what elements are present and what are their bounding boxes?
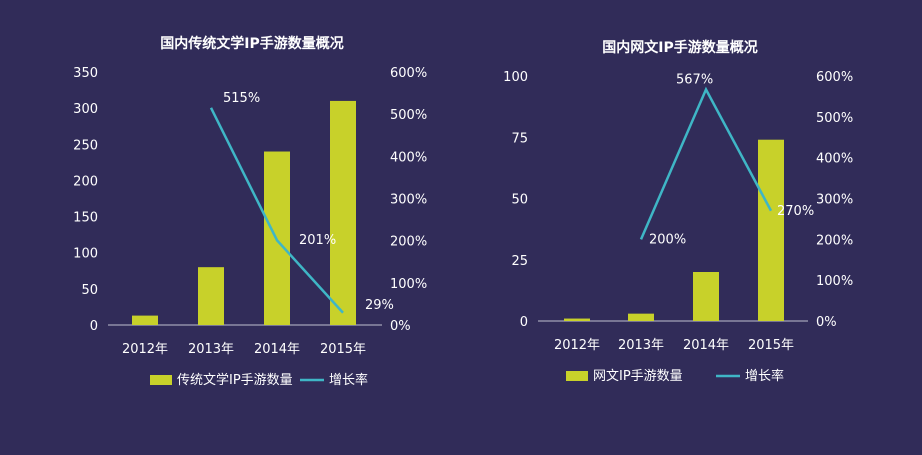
- chart1-y-right-tick: 200%: [390, 235, 427, 250]
- chart2-y-left-tick: 0: [520, 315, 528, 330]
- chart1-y-left-tick: 0: [90, 319, 98, 334]
- chart2-y-right-tick: 0%: [816, 315, 837, 330]
- chart2-growth-line: [639, 86, 773, 240]
- chart1-bar: [198, 267, 224, 325]
- chart1-y-left-tick: 250: [73, 138, 98, 153]
- chart1-y-right-tick: 400%: [390, 150, 427, 165]
- chart2-y-left-tick: 75: [511, 131, 528, 146]
- chart1-y-left-tick: 150: [73, 211, 98, 226]
- chart2-legend-bar-swatch: [566, 371, 588, 381]
- chart2-bar: [693, 272, 719, 321]
- chart1-growth-label: 29%: [365, 298, 394, 313]
- chart1-legend-bar-swatch: [150, 375, 172, 385]
- chart2-growth-label: 270%: [777, 204, 814, 219]
- chart2-growth-label: 567%: [676, 72, 713, 87]
- chart1-y-left-tick: 100: [73, 247, 98, 262]
- chart2-y-left-tick: 100: [503, 70, 528, 85]
- chart1-legend-line-label: 增长率: [329, 372, 368, 388]
- chart2-growth-label: 200%: [649, 232, 686, 247]
- chart2-x-tick: 2015年: [748, 338, 794, 353]
- chart1-growth-label: 515%: [223, 91, 260, 106]
- chart1-x-tick: 2012年: [122, 342, 168, 357]
- chart1-y-right-tick: 500%: [390, 108, 427, 123]
- chart2-y-right-tick: 600%: [816, 70, 853, 85]
- chart1-x-tick: 2013年: [188, 342, 234, 357]
- chart1-bar: [330, 100, 356, 326]
- chart2-legend-line-label: 增长率: [745, 368, 784, 384]
- chart2-bar: [628, 313, 654, 321]
- chart1-x-tick: 2014年: [254, 342, 300, 357]
- chart2-y-right-tick: 500%: [816, 111, 853, 126]
- chart2-title: 国内网文IP手游数量概况: [602, 39, 757, 56]
- chart1-y-right-tick: 0%: [390, 319, 411, 334]
- chart1-bar: [132, 315, 158, 325]
- chart2-x-tick: 2012年: [554, 338, 600, 353]
- chart2-y-right-tick: 100%: [816, 274, 853, 289]
- chart1-y-left-tick: 200: [73, 174, 98, 189]
- chart1-growth-label: 201%: [299, 233, 336, 248]
- chart1-y-left-tick: 350: [73, 66, 98, 81]
- chart2-bar: [564, 318, 590, 321]
- chart1-y-left-tick: 300: [73, 102, 98, 117]
- chart2-legend-bar-label: 网文IP手游数量: [593, 369, 683, 384]
- chart1-y-right-tick: 100%: [390, 277, 427, 292]
- chart2-y-right-tick: 200%: [816, 233, 853, 248]
- chart1-y-left-tick: 50: [81, 283, 98, 298]
- chart2-x-tick: 2014年: [683, 338, 729, 353]
- chart2-x-tick: 2013年: [618, 338, 664, 353]
- chart1-title: 国内传统文学IP手游数量概况: [160, 35, 343, 52]
- chart1-legend-bar-label: 传统文学IP手游数量: [177, 372, 293, 388]
- chart2-y-right-tick: 300%: [816, 193, 853, 208]
- chart2-y-left-tick: 50: [511, 193, 528, 208]
- chart1-x-tick: 2015年: [320, 342, 366, 357]
- chart2-y-left-tick: 25: [511, 254, 528, 269]
- chart1-y-right-tick: 300%: [390, 193, 427, 208]
- chart2-bar: [758, 139, 784, 321]
- chart1-growth-line: [209, 107, 344, 314]
- chart2-y-right-tick: 400%: [816, 152, 853, 167]
- chart1-y-right-tick: 600%: [390, 66, 427, 81]
